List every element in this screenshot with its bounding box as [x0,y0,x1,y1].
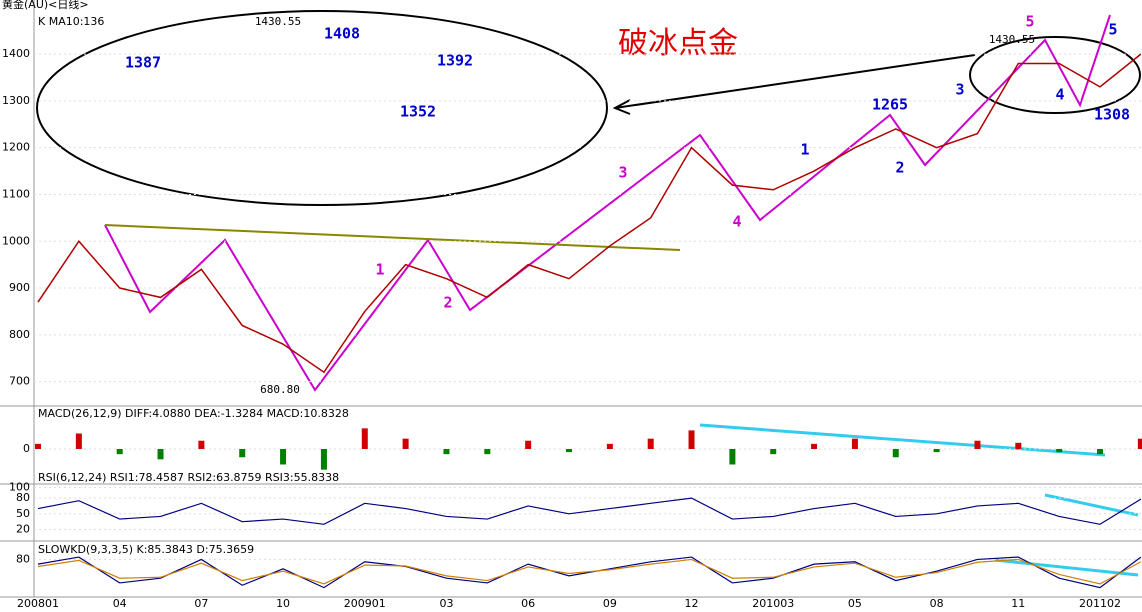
bar [606,443,613,449]
annotation: 1392 [437,52,473,70]
bar [770,449,777,455]
x-tick-label: 11 [1011,597,1025,610]
y-tick-label: 1200 [2,141,30,154]
x-tick-label: 07 [194,597,208,610]
annotation: 2 [443,294,452,312]
panel-borders [0,0,1142,598]
y-tick-label: 1000 [2,234,30,247]
x-tick-label: 12 [685,597,699,610]
bar [116,449,123,455]
arrow-head [612,99,631,115]
divergence-line [994,558,1139,577]
bar [933,449,940,453]
annotation: 5 [1108,21,1117,39]
annotation: 4 [1055,86,1064,104]
symbol-label: 黄金(AU)<日线> [2,0,89,11]
y-tick-label: 80 [16,552,30,565]
panel-title: SLOWKD(9,3,3,5) K:85.3843 D:75.3659 [38,543,254,556]
x-tick-label: 200901 [344,597,386,610]
annotation: 1430.55 [989,33,1035,46]
x-tick-label: 06 [521,597,535,610]
y-tick-label: 700 [9,375,30,388]
bar [75,433,82,449]
bar [157,449,164,460]
wave-lines [104,14,1111,392]
bar [361,428,368,449]
indicator-line [37,497,1142,525]
divergence-line [699,423,1106,457]
chart-title: 破冰点金 [618,26,738,61]
y-tick-label: 80 [16,491,30,504]
y-tick-label: 100 [9,481,30,494]
x-tick-label: 03 [439,597,453,610]
annotation: 3 [618,164,627,182]
indicator-line [37,558,1142,585]
x-tick-label: 04 [113,597,127,610]
annotation: 3 [955,81,964,99]
bar [525,440,532,449]
x-tick-label: 08 [930,597,944,610]
annotation: 1352 [400,103,436,121]
bar [688,430,695,449]
bar [402,438,409,449]
annotation: 4 [732,213,741,231]
annotation: 1308 [1094,106,1130,124]
bar [443,449,450,455]
bar [1056,449,1063,453]
bar [320,449,327,470]
annotation: 680.80 [260,383,300,396]
trend-line [104,224,681,251]
bar [198,440,205,449]
bar [280,449,287,465]
y-tick-label: 1400 [2,47,30,60]
annotation: 1 [800,141,809,159]
panel-title: MACD(26,12,9) DIFF:4.0880 DEA:-1.3284 MA… [38,407,349,420]
zoom-ellipse [36,10,608,206]
y-tick-label: 1300 [2,94,30,107]
y-tick-label: 1100 [2,187,30,200]
y-tick-label: 800 [9,328,30,341]
x-tick-label: 09 [603,597,617,610]
bar [851,438,858,449]
bar [647,438,654,449]
ma-label: K MA10:136 [38,15,104,28]
y-tick-label: 0 [23,442,30,455]
y-tick-label: 50 [16,507,30,520]
bar [1137,438,1142,449]
x-tick-label: 201003 [752,597,794,610]
x-tick-label: 05 [848,597,862,610]
y-tick-label: 20 [16,523,30,536]
bar [811,443,818,449]
focus-ellipse [969,36,1141,114]
annotation: 1387 [125,54,161,72]
bar [1097,449,1103,455]
bar [1015,442,1022,449]
x-tick-label: 201102 [1079,597,1121,610]
y-tick-label: 900 [9,281,30,294]
annotation: 1408 [324,25,360,43]
annotation: 1 [375,261,384,279]
bar [974,440,981,449]
annotation: 1265 [872,96,908,114]
bar [892,449,899,458]
bar [566,449,572,453]
bar [729,449,736,465]
arrow [614,54,976,109]
annotation: 1430.55 [255,15,301,28]
bar [484,449,491,455]
x-tick-label: 200801 [17,597,59,610]
bar [239,449,246,458]
panel-title: RSI(6,12,24) RSI1:78.4587 RSI2:63.8759 R… [38,471,339,484]
annotation: 5 [1025,13,1034,31]
annotation: 2 [895,159,904,177]
x-tick-label: 10 [276,597,290,610]
bar [35,443,41,449]
price-line [37,53,1142,374]
